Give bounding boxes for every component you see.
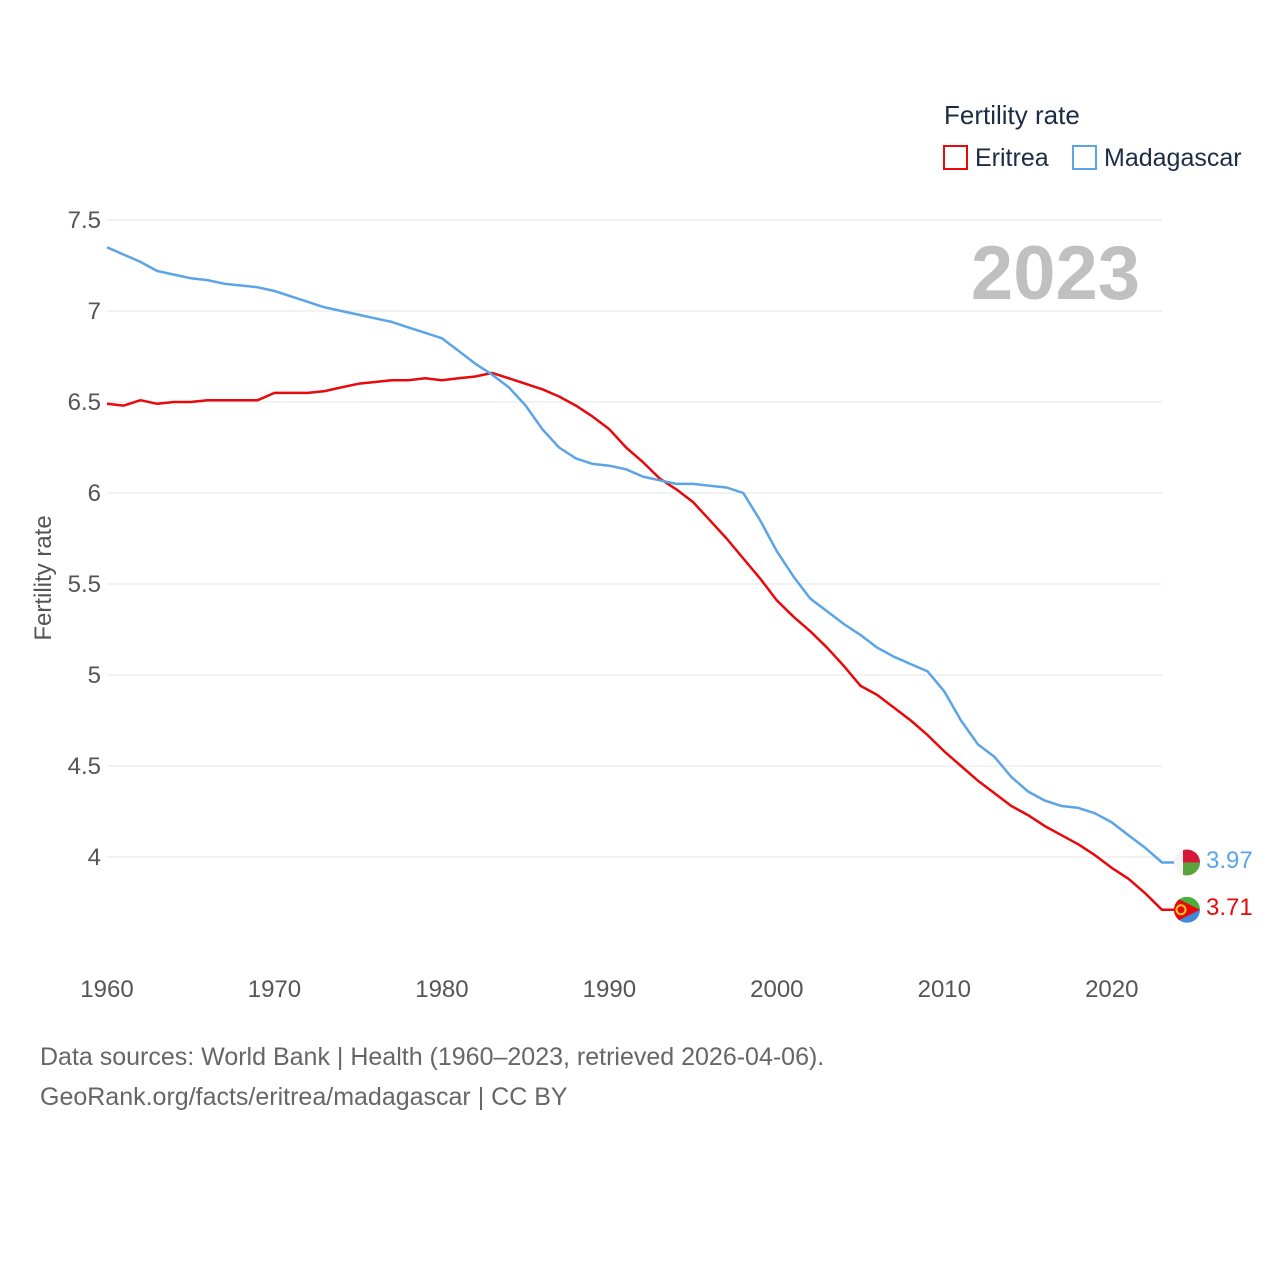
- series-lines: [106, 246, 1174, 912]
- x-tick-label: 1970: [248, 976, 301, 1003]
- legend-title: Fertility rate: [944, 100, 1080, 130]
- x-tick-label: 1990: [583, 976, 636, 1003]
- x-tick-label: 1980: [415, 976, 468, 1003]
- end-label-madagascar: 3.97: [1206, 847, 1253, 874]
- eritrea-flag-icon: [1174, 896, 1200, 923]
- y-tick-label: 7: [88, 298, 101, 325]
- x-tick-label: 1960: [80, 976, 133, 1003]
- end-label-eritrea: 3.71: [1206, 894, 1253, 921]
- x-tick-label: 2000: [750, 976, 803, 1003]
- source-line-1: Data sources: World Bank | Health (1960–…: [40, 1043, 825, 1071]
- legend-swatch-madagascar: [1072, 145, 1097, 170]
- legend-item-madagascar[interactable]: Madagascar: [1072, 144, 1242, 172]
- source-line-2[interactable]: GeoRank.org/facts/eritrea/madagascar | C…: [40, 1083, 568, 1111]
- y-tick-label: 5.5: [68, 571, 101, 598]
- legend: Fertility rate Eritrea Madagascar: [943, 100, 1242, 172]
- madagascar-flag-icon: [1174, 849, 1200, 876]
- gridlines: [107, 219, 1162, 858]
- x-tick-label: 2010: [918, 976, 971, 1003]
- legend-label-madagascar: Madagascar: [1104, 144, 1242, 172]
- y-tick-label: 6.5: [68, 389, 101, 416]
- chart-canvas: 4 4.5 5 5.5 6 6.5 7 7.5 1960 1970 1980 1990 2000 201…: [30, 100, 1253, 1003]
- series-line-eritrea: [106, 371, 1174, 912]
- x-tick-label: 2020: [1085, 976, 1138, 1003]
- y-tick-label: 6: [88, 480, 101, 507]
- legend-item-eritrea[interactable]: Eritrea: [943, 144, 1049, 172]
- y-axis-title: Fertility rate: [30, 515, 57, 640]
- x-axis-ticks: 1960 1970 1980 1990 2000 2010 2020: [80, 976, 1138, 1003]
- y-axis-ticks: 4 4.5 5 5.5 6 6.5 7 7.5: [68, 207, 101, 871]
- y-tick-label: 4.5: [68, 753, 101, 780]
- y-tick-label: 7.5: [68, 207, 101, 234]
- series-line-madagascar: [106, 246, 1174, 864]
- y-tick-label: 4: [88, 844, 101, 871]
- legend-label-eritrea: Eritrea: [975, 144, 1049, 172]
- legend-swatch-eritrea: [943, 145, 968, 170]
- year-label: 2023: [971, 231, 1140, 316]
- y-tick-label: 5: [88, 662, 101, 689]
